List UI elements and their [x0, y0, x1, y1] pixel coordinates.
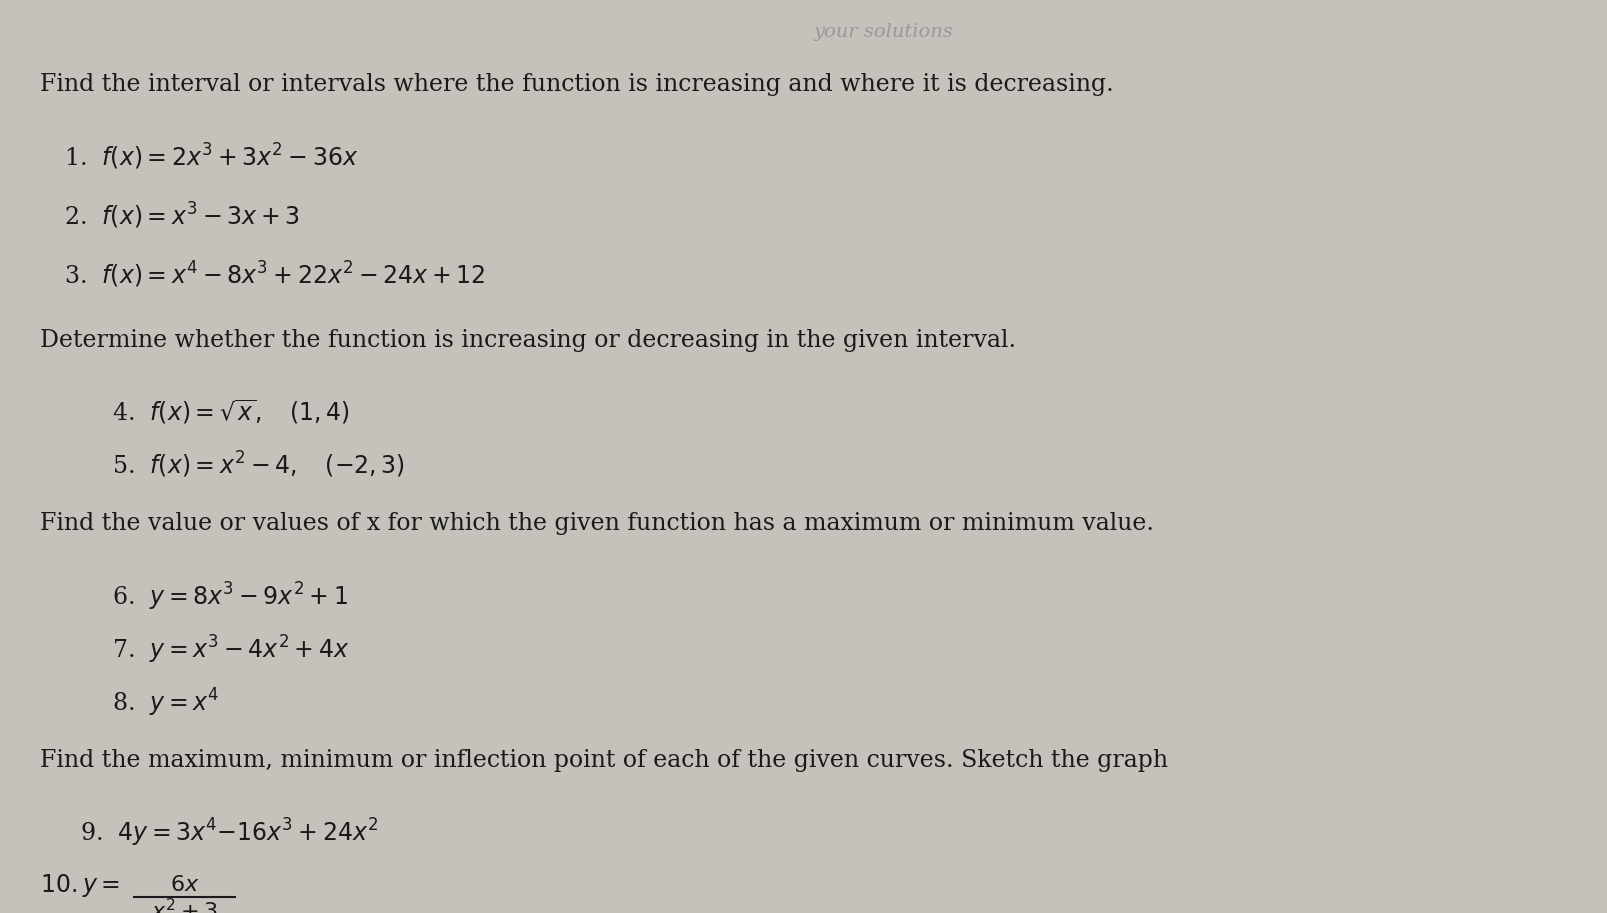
Text: 9.  $4y = 3x^4\mathrm{-}16x^3 + 24x^2$: 9. $4y = 3x^4\mathrm{-}16x^3 + 24x^2$	[80, 817, 379, 849]
Text: 7.  $y = x^3 - 4x^2 + 4x$: 7. $y = x^3 - 4x^2 + 4x$	[112, 634, 350, 666]
Text: 5.  $f(x) = x^2 - 4, \quad (-2,3)$: 5. $f(x) = x^2 - 4, \quad (-2,3)$	[112, 450, 405, 480]
Text: Find the interval or intervals where the function is increasing and where it is : Find the interval or intervals where the…	[40, 73, 1114, 96]
Text: your solutions: your solutions	[815, 23, 953, 41]
Text: 1.  $f(x) = 2x^3 + 3x^2 - 36x$: 1. $f(x) = 2x^3 + 3x^2 - 36x$	[64, 142, 358, 172]
Text: $10.y = $: $10.y = $	[40, 872, 121, 899]
Text: Find the value or values of x for which the given function has a maximum or mini: Find the value or values of x for which …	[40, 512, 1154, 535]
Text: 3.  $f(x) = x^4 - 8x^3 + 22x^2 - 24x + 12$: 3. $f(x) = x^4 - 8x^3 + 22x^2 - 24x + 12…	[64, 260, 485, 290]
Text: 4.  $f(x) = \sqrt{x},\quad (1,4)$: 4. $f(x) = \sqrt{x},\quad (1,4)$	[112, 397, 350, 425]
Text: 6.  $y = 8x^3 - 9x^2 + 1$: 6. $y = 8x^3 - 9x^2 + 1$	[112, 581, 349, 613]
Text: $6x$: $6x$	[170, 874, 199, 896]
Text: Find the maximum, minimum or inflection point of each of the given curves. Sketc: Find the maximum, minimum or inflection …	[40, 749, 1168, 771]
Text: 8.  $y = x^4$: 8. $y = x^4$	[112, 687, 220, 719]
Text: Determine whether the function is increasing or decreasing in the given interval: Determine whether the function is increa…	[40, 329, 1016, 352]
Text: 2.  $f(x) = x^3 - 3x + 3$: 2. $f(x) = x^3 - 3x + 3$	[64, 201, 301, 231]
Text: $x^2+3$: $x^2+3$	[151, 899, 219, 913]
